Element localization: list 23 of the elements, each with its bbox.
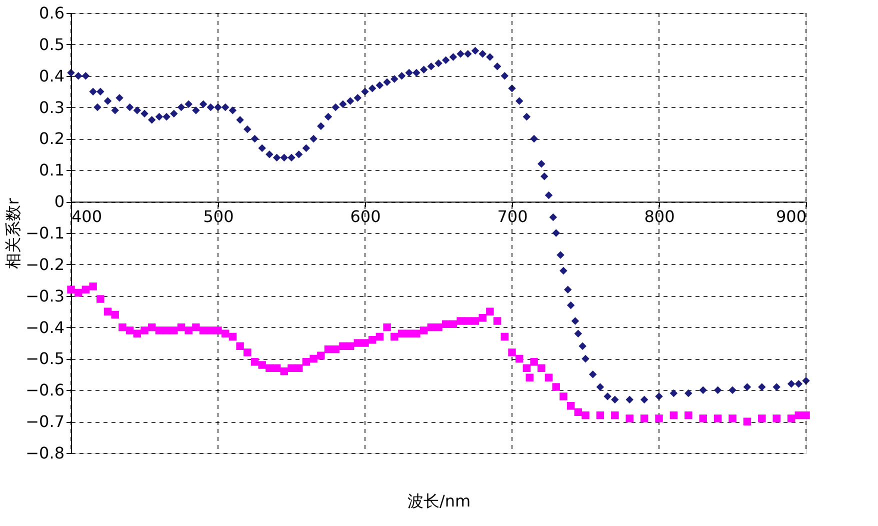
y-tick-label: −0.1 bbox=[26, 224, 64, 242]
y-tick-label: −0.5 bbox=[26, 349, 64, 368]
y-tick-label: −0.3 bbox=[26, 286, 64, 306]
y-tick-label: 0 bbox=[54, 192, 64, 212]
x-axis-title: 波长/nm bbox=[407, 492, 471, 510]
y-axis-title: 相关系数r bbox=[4, 198, 23, 269]
x-tick-label: 900 bbox=[776, 207, 806, 226]
y-tick-label: 0.6 bbox=[39, 4, 64, 22]
x-tick-label: 600 bbox=[350, 207, 381, 226]
y-tick-label: −0.7 bbox=[26, 412, 64, 432]
y-tick-label: 0.1 bbox=[39, 160, 64, 180]
y-tick-label: −0.6 bbox=[26, 380, 64, 400]
y-tick-label: 0.5 bbox=[39, 34, 64, 54]
y-tick-label: −0.4 bbox=[26, 318, 64, 337]
y-tick-label: 0.4 bbox=[39, 66, 64, 86]
y-tick-label: 0.3 bbox=[39, 98, 64, 117]
y-tick-label: −0.8 bbox=[26, 444, 64, 462]
x-tick-label: 400 bbox=[72, 207, 102, 226]
y-tick-label: −0.2 bbox=[26, 254, 64, 274]
x-tick-label: 500 bbox=[203, 207, 234, 226]
y-tick-label: 0.2 bbox=[39, 129, 64, 148]
x-tick-label: 700 bbox=[497, 207, 528, 226]
x-tick-label: 800 bbox=[644, 207, 675, 226]
